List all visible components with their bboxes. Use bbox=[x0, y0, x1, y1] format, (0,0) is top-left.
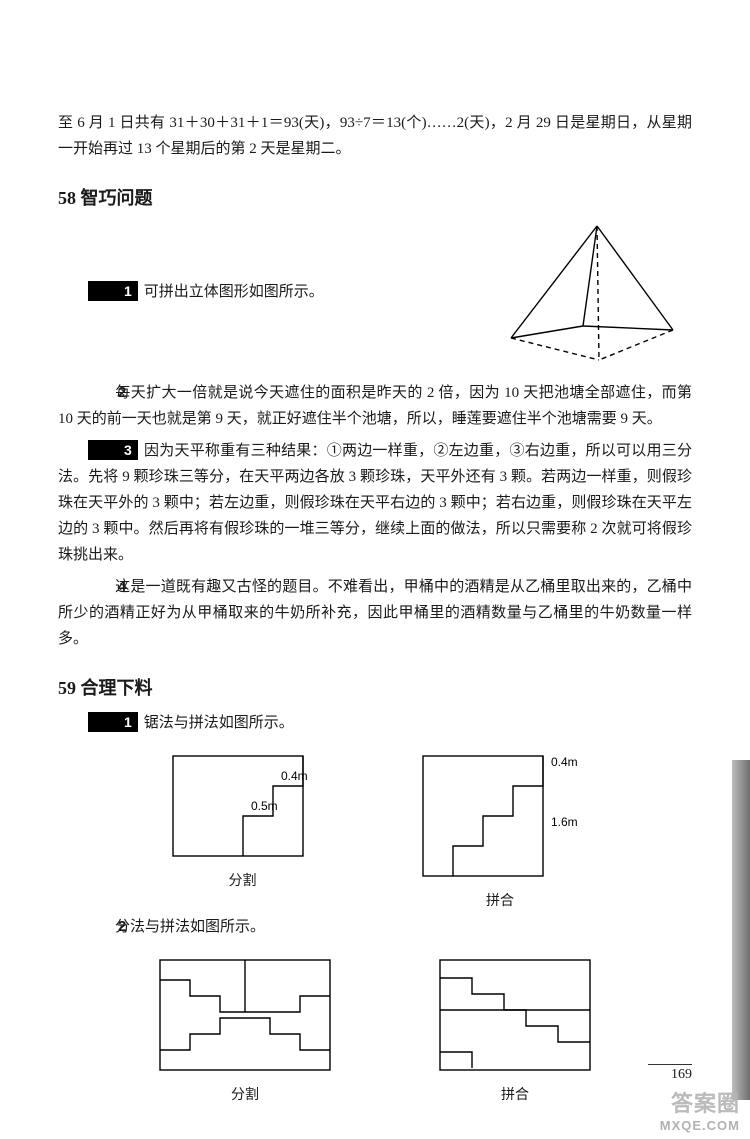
lbl-04m-a: 0.4m bbox=[281, 769, 308, 783]
caption-split-2: 分割 bbox=[231, 1084, 259, 1104]
caption-merge-2: 拼合 bbox=[501, 1084, 529, 1104]
fig-row-59-2: 分割 拼合 bbox=[58, 950, 692, 1104]
section-59-heading: 59 合理下料 bbox=[58, 674, 692, 700]
num-2: 2 bbox=[88, 380, 109, 406]
fig-59-2-split bbox=[150, 950, 340, 1080]
section-58-heading: 58 智巧问题 bbox=[58, 184, 692, 210]
num-box-1: 1 bbox=[88, 281, 138, 301]
num-box-59-1: 1 bbox=[88, 712, 138, 732]
caption-merge-1: 拼合 bbox=[486, 890, 514, 910]
q58-3: 3因为天平称重有三种结果：①两边一样重，②左边重，③右边重，所以可以用三分法。先… bbox=[58, 438, 692, 568]
pyramid-figure bbox=[482, 220, 692, 370]
lbl-05m: 0.5m bbox=[251, 799, 278, 813]
q58-3-text: 因为天平称重有三种结果：①两边一样重，②左边重，③右边重，所以可以用三分法。先将… bbox=[58, 443, 692, 563]
q59-2-text: 分法与拼法如图所示。 bbox=[115, 919, 265, 935]
lbl-16m: 1.6m bbox=[551, 815, 578, 829]
q59-1: 1 锯法与拼法如图所示。 bbox=[58, 710, 692, 736]
intro-paragraph: 至 6 月 1 日共有 31＋30＋31＋1＝93(天)，93÷7＝13(个)…… bbox=[58, 110, 692, 162]
q58-2-text: 每天扩大一倍就是说今天遮住的面积是昨天的 2 倍，因为 10 天把池塘全部遮住，… bbox=[58, 385, 692, 427]
fig-59-2-merge bbox=[430, 950, 600, 1080]
q58-1-text: 可拼出立体图形如图所示。 bbox=[144, 284, 324, 300]
page-number: 169 bbox=[648, 1064, 692, 1083]
fig-row-59-1: 0.4m 0.5m 分割 0.4m 1.6m 拼合 bbox=[58, 746, 692, 910]
fig-59-1-merge: 0.4m 1.6m bbox=[413, 746, 588, 886]
lbl-04m-b: 0.4m bbox=[551, 755, 578, 769]
num-box-3: 3 bbox=[88, 440, 138, 460]
fig-59-1-split: 0.4m 0.5m bbox=[163, 746, 323, 866]
num-4: 4 bbox=[88, 574, 109, 600]
q58-4-text: 这是一道既有趣又古怪的题目。不难看出，甲桶中的酒精是从乙桶里取出来的，乙桶中所少… bbox=[58, 579, 692, 647]
q59-2: 2 分法与拼法如图所示。 bbox=[58, 914, 692, 940]
q58-4: 4这是一道既有趣又古怪的题目。不难看出，甲桶中的酒精是从乙桶里取出来的，乙桶中所… bbox=[58, 574, 692, 652]
side-gradient-decor bbox=[732, 760, 750, 1100]
q58-1: 1 可拼出立体图形如图所示。 bbox=[58, 279, 482, 305]
watermark-line2: MXQE.COM bbox=[660, 1118, 740, 1133]
caption-split-1: 分割 bbox=[229, 870, 257, 890]
q59-1-text: 锯法与拼法如图所示。 bbox=[144, 715, 294, 731]
num-59-2: 2 bbox=[88, 914, 109, 940]
q58-2: 2每天扩大一倍就是说今天遮住的面积是昨天的 2 倍，因为 10 天把池塘全部遮住… bbox=[58, 380, 692, 432]
